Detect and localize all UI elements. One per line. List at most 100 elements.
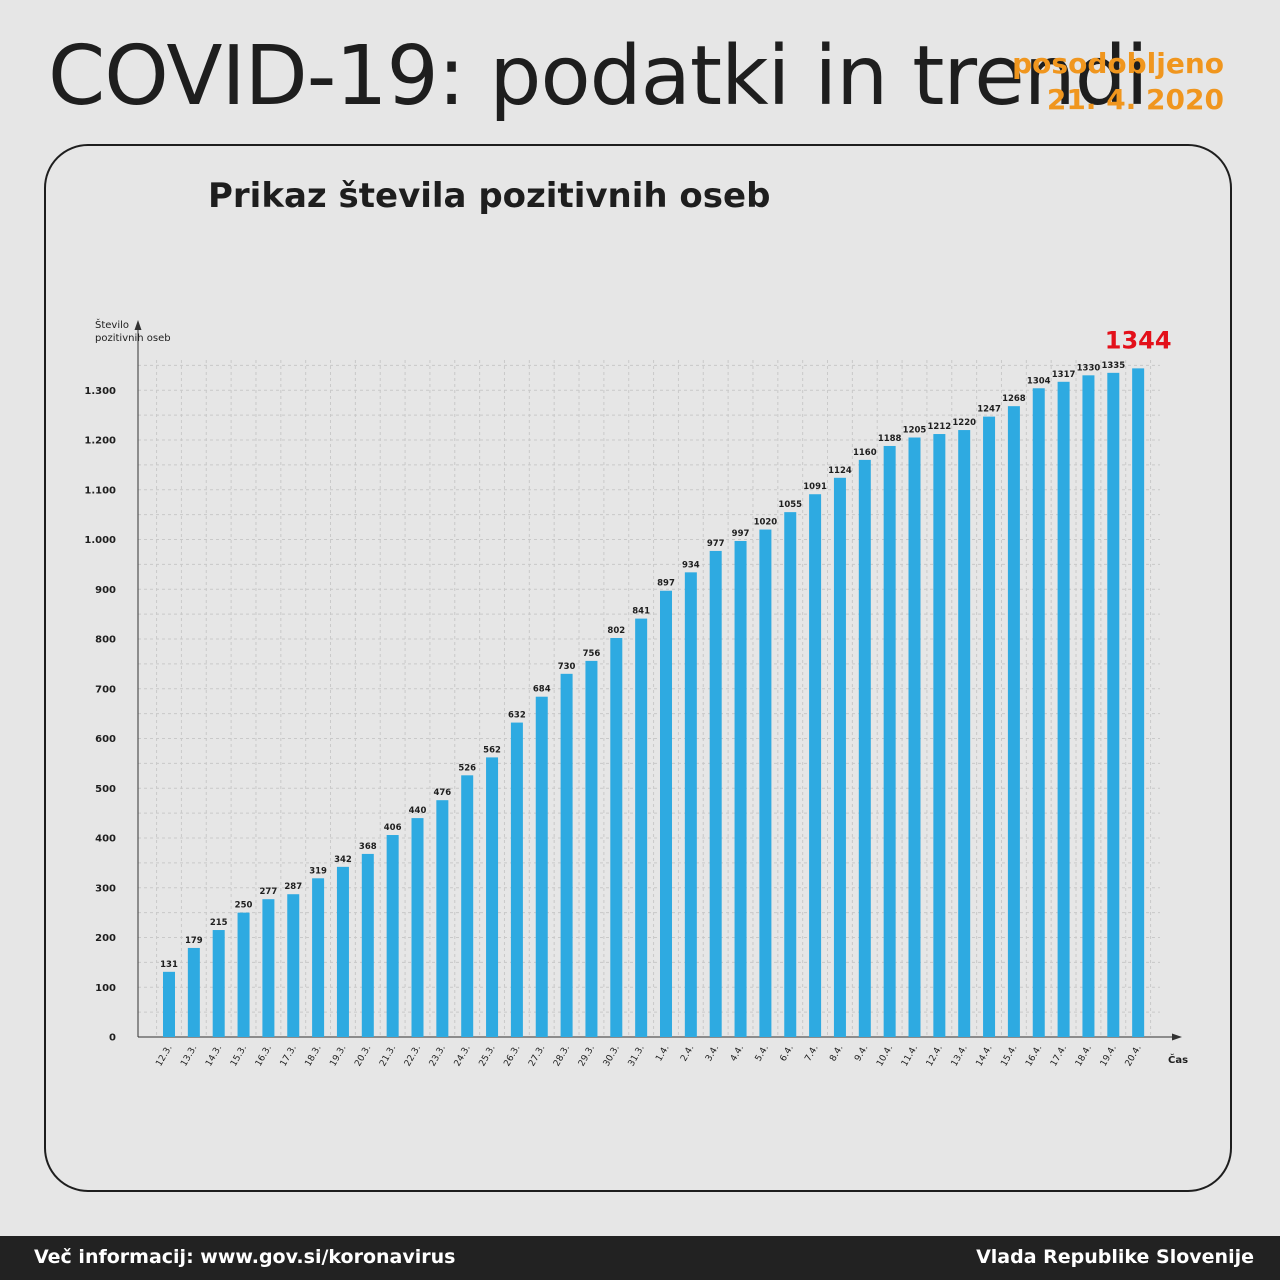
bar-value-label: 476 (433, 788, 451, 798)
y-tick-label: 1.200 (84, 436, 116, 447)
x-tick-label: 12.4. (925, 1044, 945, 1069)
bar-value-label: 756 (583, 649, 601, 659)
x-tick-label: 23.3. (428, 1044, 448, 1069)
x-tick-label: 30.3. (602, 1044, 622, 1069)
bar-value-label: 440 (409, 806, 427, 816)
bar (287, 894, 300, 1037)
x-tick-label: 4.4. (729, 1044, 746, 1064)
bar-value-label: 1124 (828, 466, 852, 476)
bar (908, 437, 921, 1037)
bar-value-label: 342 (334, 855, 352, 865)
footer-bar: Več informacij: www.gov.si/koronavirus V… (0, 1236, 1280, 1280)
x-tick-label: 9.4. (853, 1044, 870, 1064)
bar (312, 878, 325, 1037)
y-tick-label: 1.300 (84, 386, 116, 397)
x-tick-label: 11.4. (900, 1044, 920, 1069)
bar (983, 416, 996, 1037)
x-tick-label: 5.4. (754, 1044, 771, 1064)
bar (486, 757, 499, 1037)
bar-value-label: 1304 (1027, 376, 1051, 386)
bar (883, 445, 896, 1038)
bar (187, 947, 200, 1037)
y-tick-label: 500 (95, 784, 116, 795)
y-tick-label: 300 (95, 883, 116, 894)
bar-value-label: 1205 (903, 426, 927, 436)
chart-panel (44, 144, 1232, 1192)
bar-value-label: 934 (682, 560, 700, 570)
x-axis-label: Čas (1168, 1053, 1188, 1066)
y-tick-label: 1.100 (84, 485, 116, 496)
bar-chart: Število pozitivnih oseb Čas 0 100 200 300 400 50… (84, 318, 1188, 1069)
bar (336, 866, 349, 1037)
bar-value-label: 1091 (803, 482, 827, 492)
bar-value-label: 526 (458, 763, 476, 773)
x-tick-label: 31.3. (627, 1044, 647, 1069)
x-tick-label: 16.4. (1024, 1044, 1044, 1069)
x-tick-label: 14.3. (204, 1044, 224, 1069)
x-tick-label: 25.3. (478, 1044, 498, 1069)
x-tick-label: 7.4. (803, 1044, 820, 1064)
bar-value-label: 897 (657, 579, 675, 589)
bar (734, 540, 747, 1037)
bar (958, 430, 971, 1037)
bar (833, 477, 846, 1037)
bar (510, 722, 523, 1037)
bar (1032, 388, 1045, 1037)
footer-info-link[interactable]: Več informacij: www.gov.si/koronavirus (34, 1246, 456, 1268)
bar-value-label: 684 (533, 685, 551, 695)
bar (262, 899, 275, 1037)
x-tick-label: 18.3. (304, 1044, 324, 1069)
y-axis-label: Število (95, 318, 129, 331)
updated-label: posodobljeno (1012, 47, 1224, 80)
bar (660, 590, 672, 1037)
bar (361, 853, 374, 1037)
y-tick-label: 1.000 (84, 535, 116, 546)
x-axis-arrow (1172, 1033, 1182, 1041)
x-tick-label: 28.3. (552, 1044, 572, 1069)
x-tick-label: 13.3. (179, 1044, 199, 1069)
y-tick-label: 800 (95, 635, 116, 646)
bar-value-label: 215 (210, 918, 228, 928)
bar (237, 912, 250, 1037)
x-tick-label: 29.3. (577, 1044, 597, 1069)
bar (1132, 368, 1145, 1037)
bar (386, 835, 399, 1037)
footer-organization: Vlada Republike Slovenije (976, 1246, 1254, 1268)
bar-value-label: 1268 (1002, 394, 1026, 404)
x-tick-label: 1.4. (654, 1044, 671, 1064)
bar (709, 550, 722, 1037)
y-tick-label: 900 (95, 585, 116, 596)
bar-value-label: 562 (483, 745, 501, 755)
x-tick-label: 19.3. (328, 1044, 348, 1069)
bar-value-label: 1020 (754, 518, 778, 528)
y-tick-label: 400 (95, 834, 116, 845)
y-tick-label: 600 (95, 734, 116, 745)
bar-value-label: 1212 (928, 422, 952, 432)
y-tick-label: 0 (109, 1033, 116, 1044)
x-tick-label: 26.3. (502, 1044, 522, 1069)
y-tick-label: 200 (95, 933, 116, 944)
page-title: COVID-19: podatki in trendi (48, 29, 1149, 124)
bar (809, 494, 822, 1037)
x-tick-label: 18.4. (1074, 1044, 1094, 1069)
bar (684, 572, 697, 1037)
bar (163, 971, 175, 1037)
x-tick-label: 16.3. (254, 1044, 274, 1069)
bar-value-label: 1055 (778, 500, 802, 510)
x-tick-label: 15.4. (999, 1044, 1019, 1069)
bar (933, 434, 946, 1037)
bar (784, 512, 797, 1037)
bar (411, 818, 424, 1037)
bar-value-label: 1220 (952, 418, 976, 428)
x-tick-label: 15.3. (229, 1044, 249, 1069)
x-tick-label: 24.3. (453, 1044, 473, 1069)
x-tick-label: 12.3. (154, 1044, 174, 1069)
bar (212, 930, 225, 1037)
bar (858, 459, 871, 1037)
y-axis-arrow (134, 320, 142, 330)
update-info: posodobljeno 21. 4. 2020 (1012, 46, 1224, 118)
bar (1082, 375, 1095, 1037)
bar-value-label: 730 (558, 662, 576, 672)
bar-value-label: 319 (309, 866, 327, 876)
bar (436, 800, 449, 1037)
